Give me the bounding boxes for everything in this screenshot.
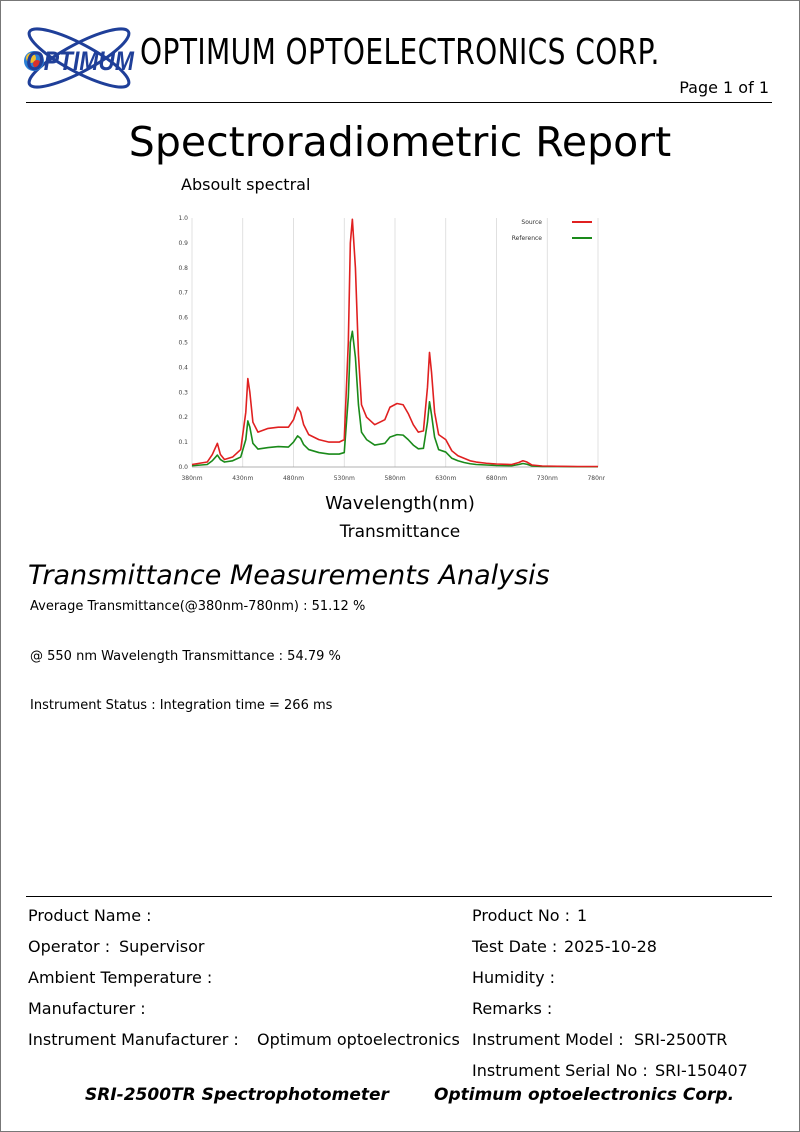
y-tick-label: 0.0 [178, 464, 188, 471]
y-tick-label: 0.7 [178, 290, 188, 297]
y-tick-label: 0.4 [178, 364, 188, 371]
ambient-temperature-label: Ambient Temperature : [28, 968, 213, 987]
page-number: Page 1 of 1 [679, 78, 769, 97]
spectrum-chart: 0.0 0.1 0.2 0.3 0.4 0.5 0.6 0.7 0.8 0.9 1.0 380nm 4… [178, 215, 605, 482]
x-tick-label: 780nm [587, 475, 605, 482]
x-tick-label: 430nm [232, 475, 253, 482]
report-title: Spectroradiometric Report [128, 118, 672, 166]
company-name: OPTIMUM OPTOELECTRONICS CORP. [140, 32, 660, 73]
legend-label: Source [521, 219, 542, 226]
y-tick-label: 0.3 [178, 389, 188, 396]
instrument-manufacturer-value: Optimum optoelectronics [257, 1030, 460, 1049]
footer-instrument: SRI-2500TR Spectrophotometer [85, 1085, 389, 1105]
x-tick-label: 630nm [435, 475, 456, 482]
chart-series [191, 218, 598, 468]
chart-caption: Absoult spectral [181, 175, 311, 194]
x-tick-label: 530nm [334, 475, 355, 482]
humidity-label: Humidity : [472, 968, 556, 987]
operator-label: Operator : [28, 937, 111, 956]
y-tick-label: 1.0 [178, 215, 188, 222]
info-divider [26, 896, 772, 897]
instrument-model-value: SRI-2500TR [634, 1030, 728, 1049]
product-no-label: Product No : [472, 906, 571, 925]
measurement-mode: Transmittance [339, 522, 461, 542]
x-tick-label: 480nm [283, 475, 304, 482]
y-tick-labels: 0.0 0.1 0.2 0.3 0.4 0.5 0.6 0.7 0.8 0.9 1.0 [178, 215, 188, 471]
x-tick-label: 580nm [384, 475, 405, 482]
x-tick-labels: 380nm 430nm 480nm 530nm 580nm 630nm 680nm 730nm… [181, 475, 605, 482]
y-tick-label: 0.9 [178, 240, 188, 247]
analysis-heading: Transmittance Measurements Analysis [28, 560, 550, 591]
instrument-model-label: Instrument Model : [472, 1030, 624, 1049]
x-tick-label: 380nm [181, 475, 202, 482]
instrument-serial-value: SRI-150407 [655, 1061, 748, 1080]
y-tick-label: 0.2 [178, 414, 188, 421]
product-name-label: Product Name : [28, 906, 152, 925]
product-no-value: 1 [577, 906, 588, 925]
y-tick-label: 0.8 [178, 265, 188, 272]
y-tick-label: 0.5 [178, 340, 188, 347]
average-transmittance: Average Transmittance(@380nm-780nm) : 51… [30, 599, 366, 614]
series-line-reference [191, 330, 598, 468]
y-tick-label: 0.6 [178, 315, 188, 322]
legend-label: Reference [512, 235, 543, 242]
series-line-source [191, 218, 598, 468]
footer-company: Optimum optoelectronics Corp. [434, 1085, 735, 1105]
chart-grid [191, 218, 599, 468]
y-tick-label: 0.1 [178, 439, 188, 446]
instrument-manufacturer-label: Instrument Manufacturer : [28, 1030, 239, 1049]
logo-text: OPTIMUM [26, 46, 134, 76]
instrument-serial-label: Instrument Serial No : [472, 1061, 648, 1080]
x-tick-label: 730nm [537, 475, 558, 482]
header-divider [26, 102, 772, 103]
manufacturer-label: Manufacturer : [28, 999, 146, 1018]
x-tick-label: 680nm [486, 475, 507, 482]
test-date-value: 2025-10-28 [564, 937, 657, 956]
company-logo: OPTIMUM [24, 27, 134, 89]
transmittance-550: @ 550 nm Wavelength Transmittance : 54.7… [30, 649, 341, 664]
instrument-status: Instrument Status : Integration time = 2… [30, 698, 333, 713]
chart-legend: Source Reference [512, 219, 592, 242]
test-date-label: Test Date : [472, 937, 558, 956]
remarks-label: Remarks : [472, 999, 553, 1018]
x-axis-label: Wavelength(nm) [325, 493, 475, 514]
operator-value: Supervisor [119, 937, 205, 956]
